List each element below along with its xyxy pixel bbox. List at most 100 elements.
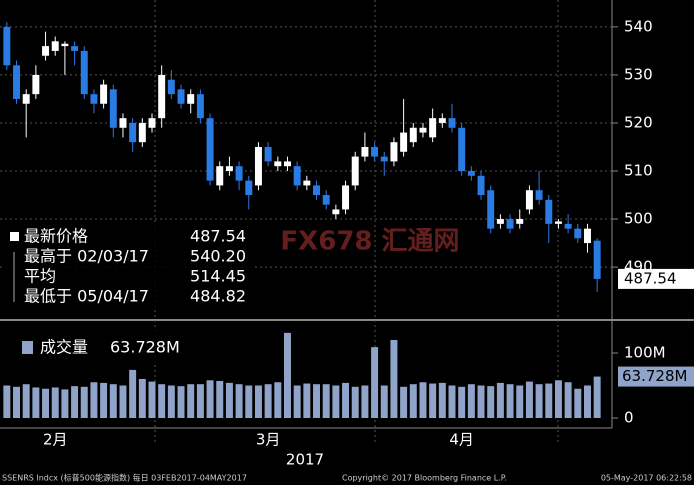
candle-body	[313, 185, 320, 196]
volume-tag	[618, 366, 694, 387]
candle-body	[390, 142, 398, 162]
legend-icon	[22, 341, 33, 354]
volume-bar	[71, 386, 79, 418]
volume-tag-label: 63.728M	[622, 367, 687, 385]
x-tick-label: 3月	[256, 431, 281, 449]
volume-bar	[216, 380, 224, 418]
candle-body	[254, 146, 262, 186]
legend-value: 514.45	[190, 267, 246, 286]
candle-body	[235, 166, 243, 181]
candle-body	[506, 219, 514, 229]
volume-bar	[516, 385, 524, 418]
candle-body	[129, 122, 137, 143]
candle-body	[13, 65, 20, 99]
candle-body	[22, 94, 30, 104]
y-tick-label: 520	[624, 113, 653, 131]
candle-body	[487, 190, 495, 229]
legend-value: 484.82	[190, 287, 246, 306]
volume-bar	[564, 382, 572, 418]
volume-bar	[584, 385, 591, 418]
price-tag	[618, 268, 694, 289]
volume-bar	[225, 382, 233, 418]
legend-value: 63.728M	[110, 338, 180, 357]
volume-bar	[574, 388, 582, 418]
volume-bar	[138, 379, 146, 418]
candle-body	[400, 132, 408, 152]
volume-bar	[525, 381, 533, 418]
volume-bar	[380, 385, 388, 418]
candle-body	[409, 127, 417, 143]
price-tag-label: 487.54	[624, 269, 677, 287]
candle-body	[158, 74, 166, 119]
volume-bar	[61, 389, 69, 418]
candle-body	[361, 146, 369, 157]
candle-body	[564, 223, 572, 229]
volume-bar	[42, 388, 50, 418]
candle-body	[574, 228, 582, 239]
volume-bar	[303, 383, 311, 418]
candle-body	[322, 195, 330, 205]
y-tick-label: 500	[624, 210, 653, 228]
volume-bar	[100, 382, 108, 418]
volume-bar	[438, 382, 446, 418]
candle-body	[284, 161, 291, 167]
volume-bars	[3, 332, 601, 418]
legend-value: 487.54	[190, 227, 246, 246]
volume-bar	[458, 386, 466, 418]
candle-body	[593, 240, 601, 279]
volume-bar	[400, 386, 408, 418]
candle-body	[119, 118, 127, 128]
volume-bar	[371, 347, 379, 418]
candle-body	[264, 146, 272, 162]
legend-value: 540.20	[190, 247, 246, 266]
volume-bar	[148, 381, 156, 418]
volume-bar	[361, 385, 369, 418]
legend-label: 最高于 02/03/17	[24, 247, 149, 266]
y-tick-label: 100M	[624, 344, 666, 362]
footer: SSENRS Indcx (标普500能源指数) 每日 03FEB2017-04…	[2, 473, 247, 483]
legend-label: 平均	[24, 267, 56, 286]
candle-body	[342, 185, 350, 210]
candle-body	[225, 166, 233, 172]
candle-body	[216, 166, 224, 186]
volume-bar	[342, 382, 350, 418]
legend-box	[4, 222, 254, 308]
candle-body	[274, 161, 282, 167]
volume-bar	[535, 384, 543, 418]
volume-bar	[496, 382, 504, 418]
candle-body	[245, 180, 253, 196]
y-tick-label: 540	[624, 17, 653, 35]
y-tick-label: 0	[624, 409, 634, 427]
candle-body	[32, 74, 40, 95]
volume-bar	[264, 384, 272, 418]
volume-bar	[487, 386, 495, 418]
x-tick-label: 2月	[43, 431, 68, 449]
volume-bar	[429, 383, 437, 418]
candle-body	[3, 26, 11, 66]
volume-bar	[119, 385, 127, 418]
candle-body	[429, 118, 437, 138]
legend-label: 最新价格	[24, 227, 88, 246]
candle-body	[148, 118, 156, 128]
candle-body	[206, 118, 214, 181]
volume-bar	[409, 384, 417, 418]
volume-bar	[506, 384, 514, 418]
volume-bar	[284, 332, 291, 418]
x-axis-label: 2017	[286, 451, 324, 469]
candle-body	[419, 127, 427, 133]
volume-bar	[254, 385, 262, 418]
volume-bar	[51, 387, 59, 418]
volume-bar	[419, 382, 427, 418]
watermark: FX678 汇通网	[280, 227, 459, 257]
candle-body	[293, 166, 301, 186]
volume-bar	[177, 386, 185, 418]
volume-bar	[467, 384, 475, 418]
volume-bar	[245, 385, 253, 418]
candle-body	[380, 156, 388, 162]
x-tick-label: 4月	[449, 431, 474, 449]
volume-bar	[22, 384, 30, 418]
volume-bar	[322, 384, 330, 418]
volume-bar	[129, 369, 137, 418]
volume-bar	[293, 385, 301, 418]
